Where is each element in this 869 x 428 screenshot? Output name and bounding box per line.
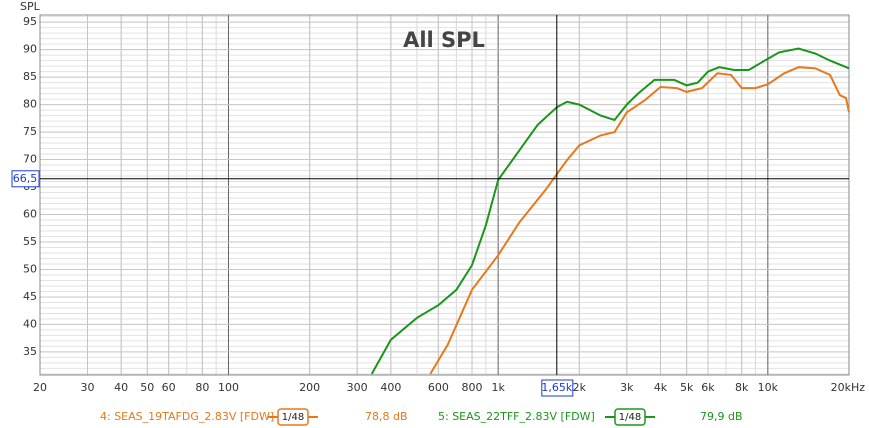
x-tick-label: 100 [218, 381, 239, 394]
x-tick-label: 300 [347, 381, 368, 394]
y-tick-label: 40 [23, 317, 37, 330]
legend-label[interactable]: 5: SEAS_22TFF_2.83V [FDW] [438, 410, 595, 423]
level-label: 79,9 dB [700, 410, 743, 423]
x-tick-label: 4k [654, 381, 668, 394]
y-tick-label: 85 [23, 70, 37, 83]
y-axis-label: SPL [20, 0, 41, 13]
y-tick-label: 70 [23, 153, 37, 166]
x-tick-label: 5k [680, 381, 694, 394]
x-tick-label: 20 [33, 381, 47, 394]
x-tick-label: 800 [462, 381, 483, 394]
smoothing-box [277, 408, 309, 426]
plot-border [39, 14, 850, 376]
plot [370, 47, 850, 375]
y-tick-label: 50 [23, 262, 37, 275]
y-tick-label: 45 [23, 290, 37, 303]
cursor-label: 1,65k [541, 381, 572, 394]
smoothing-box [614, 408, 646, 426]
x-tick-label: 6k [701, 381, 715, 394]
x-tick-label: 60 [162, 381, 176, 394]
cursor-box [11, 170, 40, 188]
legend-label[interactable]: 4: SEAS_19TAFDG_2.83V [FDW] [100, 410, 274, 423]
smoothing-label: 1/48 [619, 412, 641, 423]
smoothing-label: 1/48 [282, 412, 304, 423]
x-tick-label: 40 [114, 381, 128, 394]
y-tick-label: 35 [23, 345, 37, 358]
x-tick-label: 3k [620, 381, 634, 394]
x-tick-label: 2k [573, 381, 587, 394]
y-tick-label: 55 [23, 235, 37, 248]
x-tick-label: 80 [195, 381, 209, 394]
x-tick-label: 400 [380, 381, 401, 394]
x-tick-label: 600 [428, 381, 449, 394]
x-tick-label: 200 [299, 381, 320, 394]
chart-title: All SPL [403, 28, 485, 52]
x-tick-label: 20kHz [831, 381, 866, 394]
y-tick-label: 95 [23, 15, 37, 28]
y-tick-label: 80 [23, 98, 37, 111]
y-tick-label: 60 [23, 208, 37, 221]
y-tick-label: 75 [23, 125, 37, 138]
x-tick-label: 50 [140, 381, 154, 394]
series-line [370, 47, 850, 375]
cursor-label: 66,5 [13, 172, 38, 185]
x-tick-label: 1k [491, 381, 505, 394]
series-line [429, 66, 850, 375]
x-tick-label: 10k [758, 381, 779, 394]
x-tick-label: 30 [80, 381, 94, 394]
level-label: 78,8 dB [365, 410, 408, 423]
x-tick-label: 8k [735, 381, 749, 394]
cursor-box [541, 379, 574, 397]
y-tick-label: 90 [23, 43, 37, 56]
grid [39, 14, 850, 376]
